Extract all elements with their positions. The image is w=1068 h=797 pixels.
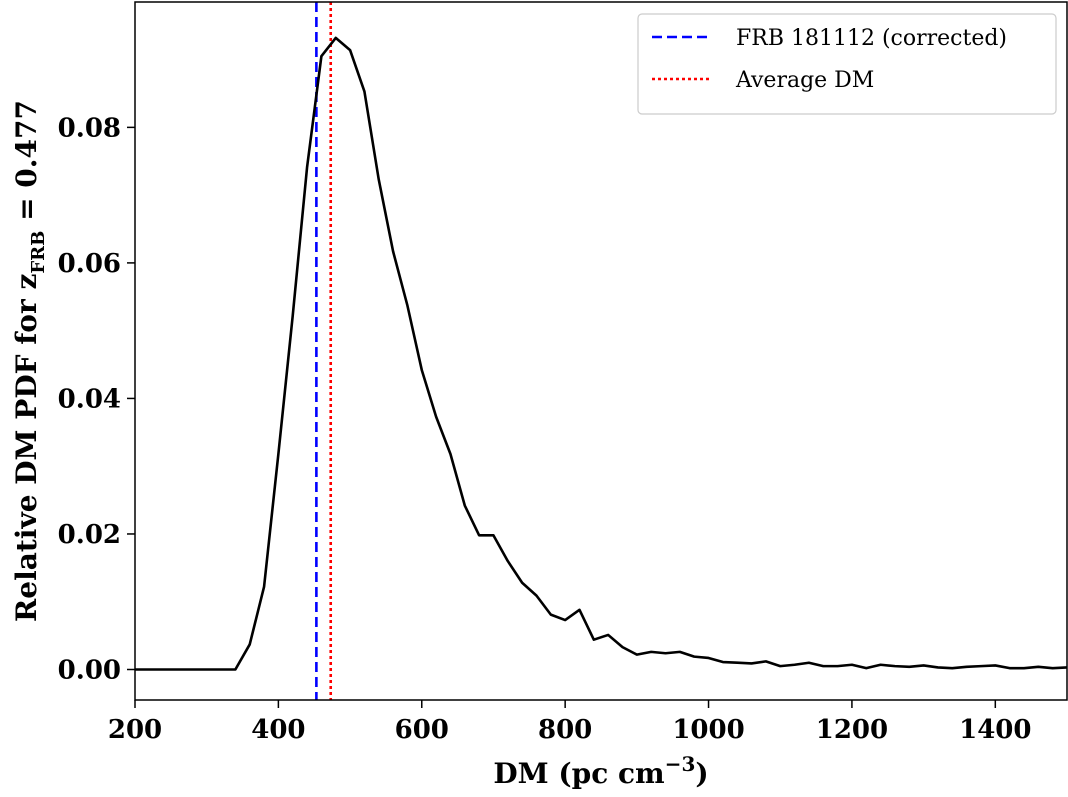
x-axis-label-exponent: −3 (665, 752, 696, 776)
y-tick-label-1: 0.02 (58, 520, 121, 550)
x-tick-label-1200: 1200 (816, 715, 888, 745)
y-axis-label-subscript: FRB (28, 231, 49, 274)
legend-entry-average: Average DM (735, 68, 874, 93)
plot-frame (134, 1, 1068, 701)
legend-box (637, 13, 1057, 115)
x-axis-label-close: ) (695, 757, 708, 790)
x-axis-ticks: 200 400 600 800 1000 1200 1400 (108, 700, 1031, 745)
y-axis-label: Relative DM PDF for zFRB = 0.477 (10, 100, 49, 622)
legend-entry-frb: FRB 181112 (corrected) (736, 26, 1007, 51)
legend: FRB 181112 (corrected) Average DM (637, 13, 1057, 115)
series-line-0 (135, 36, 1067, 671)
x-tick-label-400: 400 (251, 715, 305, 745)
y-axis-label-tail: = 0.477 (10, 100, 43, 231)
x-tick-label-600: 600 (395, 715, 449, 745)
y-axis-ticks: 0.00 0.02 0.04 0.06 0.08 (58, 113, 135, 686)
y-tick-label-4: 0.08 (58, 113, 121, 143)
reference-lines (315, 2, 333, 700)
y-tick-label-2: 0.04 (58, 384, 121, 414)
x-axis-label: DM (pc cm−3) (493, 752, 708, 790)
y-tick-label-0: 0.00 (58, 656, 121, 686)
x-tick-label-200: 200 (108, 715, 162, 745)
x-tick-label-1400: 1400 (959, 715, 1031, 745)
x-tick-label-1000: 1000 (672, 715, 744, 745)
series-layer (135, 36, 1067, 671)
y-tick-label-3: 0.06 (58, 249, 121, 279)
x-tick-label-800: 800 (538, 715, 592, 745)
